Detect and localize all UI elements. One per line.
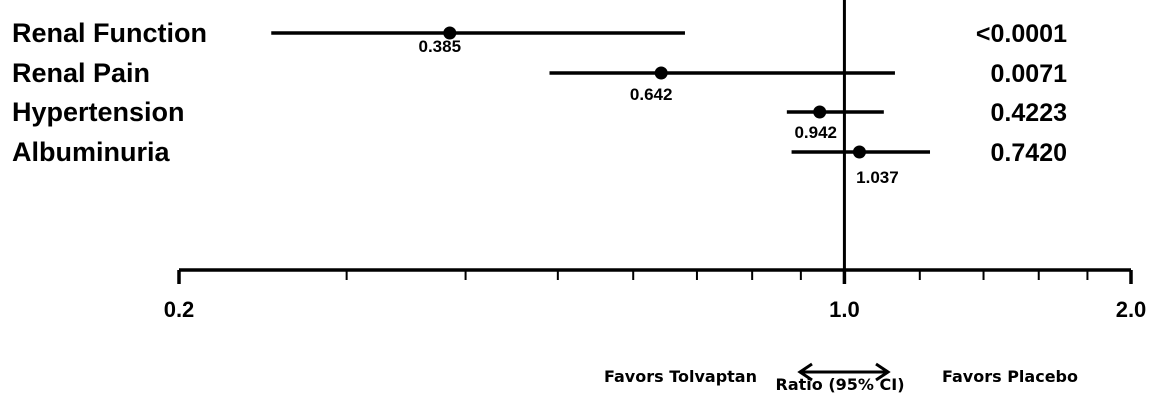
estimate-label: 0.942 bbox=[794, 123, 837, 142]
row-label: Renal Function bbox=[12, 18, 207, 48]
x-axis-title: Ratio (95% CI) bbox=[776, 375, 905, 394]
p-value: <0.0001 bbox=[976, 20, 1067, 48]
tick-label: 1.0 bbox=[829, 297, 860, 322]
forest-row: Albuminuria 1.037 0.7420 bbox=[12, 137, 1067, 187]
estimate-point bbox=[654, 66, 668, 80]
forest-rows: Renal Function 0.385 <0.0001 Renal Pain 0.64… bbox=[12, 18, 1067, 187]
favors-tolvaptan-label: Favors Tolvaptan bbox=[604, 367, 757, 386]
row-label: Albuminuria bbox=[12, 137, 170, 167]
forest-row: Renal Function 0.385 <0.0001 bbox=[12, 18, 1067, 56]
p-value: 0.7420 bbox=[991, 139, 1067, 167]
favors-placebo-label: Favors Placebo bbox=[942, 367, 1078, 386]
x-axis-ticks: 0.2 1.0 2.0 bbox=[164, 270, 1147, 322]
row-label: Renal Pain bbox=[12, 58, 150, 88]
estimate-point bbox=[443, 26, 457, 40]
tick-label: 0.2 bbox=[164, 297, 195, 322]
double-arrow-icon bbox=[797, 362, 891, 382]
forest-row: Renal Pain 0.642 0.0071 bbox=[12, 58, 1067, 104]
row-label: Hypertension bbox=[12, 97, 185, 127]
estimate-label: 0.385 bbox=[419, 37, 462, 56]
estimate-label: 0.642 bbox=[630, 85, 673, 104]
tick-label: 2.0 bbox=[1116, 297, 1147, 322]
forest-row: Hypertension 0.942 0.4223 bbox=[12, 97, 1067, 142]
estimate-point bbox=[813, 105, 827, 119]
estimate-point bbox=[852, 145, 866, 159]
estimate-label: 1.037 bbox=[856, 168, 899, 187]
p-value: 0.4223 bbox=[991, 99, 1067, 127]
p-value: 0.0071 bbox=[991, 60, 1068, 88]
